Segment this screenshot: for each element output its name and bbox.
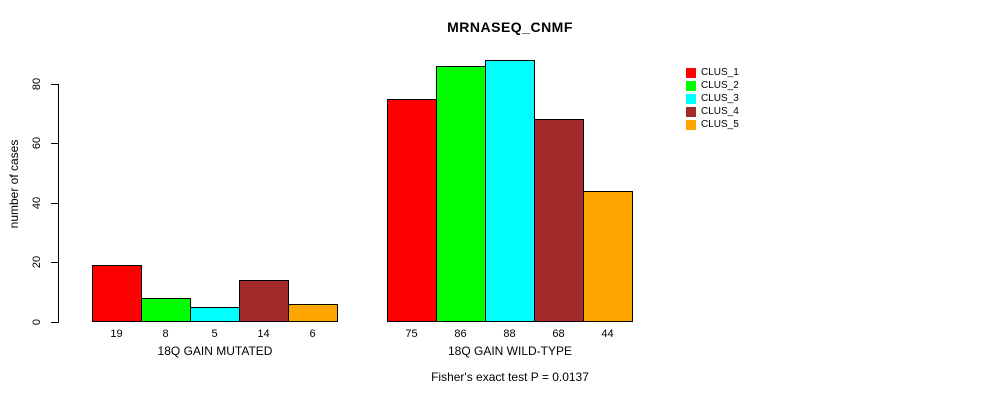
group-label-mutated: 18Q GAIN MUTATED bbox=[157, 344, 273, 358]
legend-swatch-icon bbox=[686, 119, 696, 130]
bar-clus-3-group-2 bbox=[485, 59, 535, 322]
legend-item-clus-5: CLUS_5 bbox=[686, 118, 739, 131]
legend-swatch-icon bbox=[686, 67, 696, 78]
legend-label: CLUS_3 bbox=[701, 93, 739, 104]
legend-swatch-icon bbox=[686, 80, 696, 91]
bar-clus-4-group-2 bbox=[534, 119, 584, 322]
bar-clus-2-group-2 bbox=[436, 65, 486, 322]
legend-label: CLUS_5 bbox=[701, 119, 739, 130]
y-tick-mark bbox=[51, 262, 58, 264]
legend-swatch-icon bbox=[686, 106, 696, 117]
bar-value-label: 75 bbox=[405, 328, 418, 340]
legend-item-clus-4: CLUS_4 bbox=[686, 105, 739, 118]
y-tick-mark bbox=[51, 322, 58, 323]
group-label-wild-type: 18Q GAIN WILD-TYPE bbox=[447, 344, 573, 358]
legend-swatch-icon bbox=[686, 93, 696, 104]
y-tick-mark bbox=[51, 83, 58, 85]
legend-label: CLUS_1 bbox=[701, 67, 739, 78]
bar-value-label: 5 bbox=[211, 328, 218, 340]
fisher-test-annotation: Fisher's exact test P = 0.0137 bbox=[431, 370, 589, 384]
legend-item-clus-3: CLUS_3 bbox=[686, 92, 739, 105]
y-tick-label: 60 bbox=[31, 137, 43, 150]
y-tick-mark bbox=[51, 143, 58, 145]
bar-clus-5-group-1 bbox=[288, 304, 338, 322]
y-tick-label: 20 bbox=[31, 256, 43, 269]
chart-title: MRNASEQ_CNMF bbox=[447, 19, 573, 35]
bar-value-label: 6 bbox=[309, 328, 316, 340]
bar-value-label: 19 bbox=[110, 328, 123, 340]
bar-clus-2-group-1 bbox=[141, 298, 191, 322]
y-tick-label: 40 bbox=[31, 196, 43, 209]
legend-label: CLUS_4 bbox=[701, 106, 739, 117]
y-tick-label: 0 bbox=[31, 318, 43, 326]
legend-label: CLUS_2 bbox=[701, 80, 739, 91]
bar-clus-1-group-2 bbox=[387, 98, 437, 322]
bar-clus-5-group-2 bbox=[583, 190, 633, 322]
bar-value-label: 86 bbox=[454, 328, 467, 340]
y-tick-label: 80 bbox=[31, 77, 43, 90]
bar-value-label: 88 bbox=[503, 328, 516, 340]
bar-value-label: 8 bbox=[162, 328, 169, 340]
bar-clus-4-group-1 bbox=[239, 280, 289, 322]
legend: CLUS_1 CLUS_2 CLUS_3 CLUS_4 CLUS_5 bbox=[686, 66, 739, 131]
legend-item-clus-2: CLUS_2 bbox=[686, 79, 739, 92]
bar-value-label: 44 bbox=[601, 328, 614, 340]
legend-item-clus-1: CLUS_1 bbox=[686, 66, 739, 79]
bar-clus-3-group-1 bbox=[190, 307, 240, 322]
bar-value-label: 14 bbox=[257, 328, 270, 340]
y-axis-title: number of cases bbox=[7, 139, 21, 229]
y-axis-line bbox=[58, 84, 59, 323]
bar-clus-1-group-1 bbox=[92, 265, 142, 322]
y-tick-mark bbox=[51, 202, 58, 204]
bar-value-label: 68 bbox=[552, 328, 565, 340]
